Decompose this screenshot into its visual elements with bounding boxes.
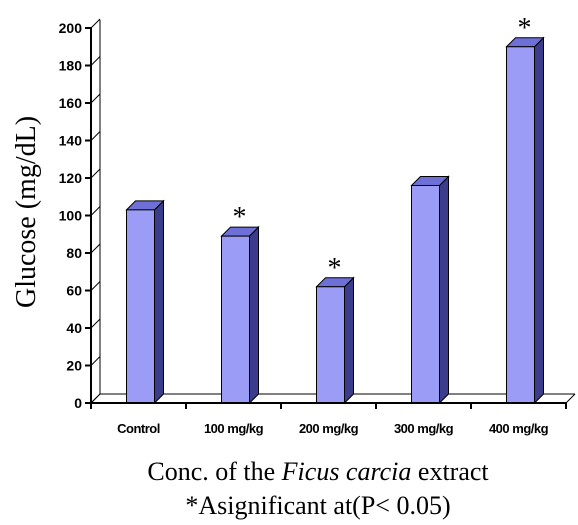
y-tick-depth xyxy=(90,168,101,179)
x-tick-label: 400 mg/kg xyxy=(489,421,549,436)
y-tick-depth xyxy=(90,318,101,329)
bar xyxy=(220,225,260,405)
bar-side-face xyxy=(154,199,164,405)
bar xyxy=(125,199,165,405)
bar xyxy=(315,276,355,405)
bar xyxy=(410,175,450,405)
y-tick-depth xyxy=(90,243,101,254)
significance-marker: * xyxy=(518,13,532,44)
y-tick-label: 80 xyxy=(66,245,82,261)
x-tick-label: Control xyxy=(117,421,160,436)
y-tick-label: 160 xyxy=(59,95,83,111)
x-tick-label: 100 mg/kg xyxy=(204,421,264,436)
y-tick-label: 200 xyxy=(59,20,83,36)
y-tick-label: 40 xyxy=(66,320,82,336)
bar-side-face xyxy=(439,175,449,405)
bar xyxy=(505,36,545,405)
y-tick-depth xyxy=(90,206,101,216)
y-axis: 0 20 40 60 80 100 120 140 160 180 200 xyxy=(59,18,101,411)
y-tick-label: 100 xyxy=(59,208,83,224)
bar-front-face xyxy=(316,286,345,404)
significance-note: *Asignificant at(P< 0.05) xyxy=(185,491,450,520)
y-tick-label: 180 xyxy=(59,58,83,74)
y-tick-depth xyxy=(90,131,101,141)
y-tick-label: 120 xyxy=(59,170,83,186)
y-tick-label: 140 xyxy=(59,133,83,149)
significance-marker: * xyxy=(233,202,247,233)
y-tick-depth xyxy=(90,56,101,66)
bar-side-face xyxy=(249,225,259,405)
x-axis-title: Conc. of the Ficus carcia extract xyxy=(147,457,489,486)
y-tick-depth xyxy=(90,18,101,29)
x-axis: Control 100 mg/kg 200 mg/kg 300 mg/kg 400 mg… xyxy=(90,402,567,436)
y-tick-depth xyxy=(90,356,101,366)
floor-right-edge xyxy=(565,393,576,404)
bar-front-face xyxy=(506,46,535,404)
significance-marker: * xyxy=(328,253,342,284)
bar-side-face xyxy=(344,276,354,405)
x-tick-label: 200 mg/kg xyxy=(299,421,359,436)
bar-front-face xyxy=(221,235,250,404)
bar-front-face xyxy=(126,209,155,404)
x-tick-label: 300 mg/kg xyxy=(394,421,454,436)
y-tick-depth xyxy=(90,93,101,104)
y-tick-label: 60 xyxy=(66,283,82,299)
bars-group: * * * xyxy=(125,13,545,405)
bar-front-face xyxy=(411,185,440,404)
y-tick-depth xyxy=(90,281,101,291)
y-tick-label: 20 xyxy=(66,358,82,374)
y-tick-label: 0 xyxy=(74,395,82,411)
bar-side-face xyxy=(534,36,544,405)
y-axis-title: Glucose (mg/dL) xyxy=(11,116,42,308)
y-tick-depth xyxy=(90,393,101,404)
